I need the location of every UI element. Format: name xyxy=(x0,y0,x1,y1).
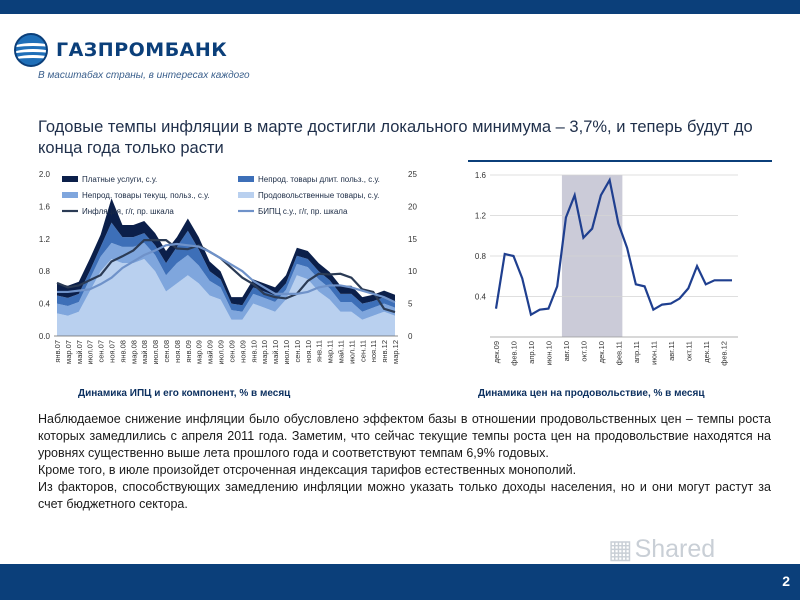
x-tick-label: дек.10 xyxy=(597,341,606,363)
area-series-2 xyxy=(57,242,395,320)
legend-swatch xyxy=(238,192,254,198)
x-tick-label: сен.07 xyxy=(97,340,106,363)
y-tick-label: 0.8 xyxy=(475,252,487,261)
legend-swatch xyxy=(62,192,78,198)
y-tick-label: 2.0 xyxy=(39,170,51,179)
x-tick-label: окт.10 xyxy=(579,341,588,362)
x-tick-label: фев.11 xyxy=(614,341,623,365)
x-tick-label: июл.08 xyxy=(151,340,160,364)
y-tick-label: 0.4 xyxy=(39,300,51,309)
x-tick-label: фев.10 xyxy=(509,341,518,366)
y-tick-label: 0.0 xyxy=(39,332,51,341)
x-tick-label: сен.09 xyxy=(227,340,236,363)
x-tick-label: мар.12 xyxy=(391,340,400,364)
legend-swatch xyxy=(238,176,254,182)
area-series-1 xyxy=(57,259,395,336)
line-series-1 xyxy=(56,238,396,314)
x-tick-label: мар.11 xyxy=(326,340,335,363)
x-tick-label: ноя.07 xyxy=(108,340,117,363)
x-tick-label: янв.09 xyxy=(184,340,193,363)
x-tick-label: фев.12 xyxy=(719,341,728,366)
x-tick-label: сен.11 xyxy=(358,340,367,362)
top-bar xyxy=(0,0,800,14)
x-tick-label: ноя.08 xyxy=(173,340,182,363)
x-tick-label: дек.11 xyxy=(702,341,711,363)
y2-tick-label: 5 xyxy=(408,300,413,309)
x-tick-label: мар.10 xyxy=(260,340,269,364)
y2-tick-label: 0 xyxy=(408,332,413,341)
y-tick-label: 1.6 xyxy=(39,202,51,211)
x-tick-label: июн.10 xyxy=(544,341,553,365)
brand-logo: ГАЗПРОМБАНК xyxy=(14,30,227,70)
x-tick-label: янв.10 xyxy=(249,340,258,363)
food-chart-caption: Динамика цен на продовольствие, % в меся… xyxy=(478,388,705,399)
legend-label: Продовольственные товары, с.у. xyxy=(258,191,379,200)
food-prices-chart: 0.4 0.8 1.2 1.6 дек.09 фев.10 апр.10 июн.10 авг.… xyxy=(475,171,738,366)
body-paragraph-2: Кроме того, в июле произойдет отсроченна… xyxy=(38,463,577,477)
brand-tagline: В масштабах страны, в интересах каждого xyxy=(38,70,250,81)
slide-headline: Годовые темпы инфляции в марте достигли … xyxy=(38,118,753,157)
x-tick-label: янв.12 xyxy=(380,340,389,363)
body-paragraph-1: Наблюдаемое снижение инфляции было обусл… xyxy=(38,412,771,460)
headline-rule xyxy=(468,160,772,162)
legend-label: БИПЦ с.у., г/г, пр. шкала xyxy=(258,207,348,216)
x-tick-label: окт.11 xyxy=(684,341,693,361)
x-tick-label: янв.07 xyxy=(53,340,62,363)
legend-label: Инфляция, г/г, пр. шкала xyxy=(82,207,174,216)
logo-globe-icon xyxy=(14,33,48,67)
y2-tick-label: 10 xyxy=(408,267,417,276)
brand-name: ГАЗПРОМБАНК xyxy=(56,39,228,61)
legend-label: Непрод. товары текущ. польз., с.у. xyxy=(82,191,210,200)
x-tick-label: май.07 xyxy=(75,340,84,364)
x-tick-label: янв.11 xyxy=(315,340,324,362)
x-tick-label: мар.08 xyxy=(129,340,138,364)
x-tick-label: сен.08 xyxy=(162,340,171,363)
x-tick-label: ноя.11 xyxy=(369,340,378,362)
y2-tick-label: 15 xyxy=(408,235,417,244)
x-tick-label: май.11 xyxy=(336,340,345,363)
y-tick-label: 0.4 xyxy=(475,293,487,302)
x-tick-label: май.08 xyxy=(140,340,149,364)
watermark: ▦ Shared xyxy=(608,534,715,565)
x-tick-label: апр.10 xyxy=(527,341,536,364)
body-paragraph-3: Из факторов, способствующих замедлению и… xyxy=(38,480,771,511)
x-tick-label: июл.11 xyxy=(347,340,356,364)
x-tick-label: июл.10 xyxy=(282,340,291,364)
presentation-icon: ▦ xyxy=(608,534,633,564)
page-number: 2 xyxy=(782,573,790,589)
body-text: Наблюдаемое снижение инфляции было обусл… xyxy=(38,411,771,513)
watermark-text: Shared xyxy=(634,535,716,563)
x-tick-label: янв.08 xyxy=(118,340,127,363)
line-series-2 xyxy=(57,242,396,304)
y-tick-label: 1.6 xyxy=(475,171,487,180)
y-tick-label: 1.2 xyxy=(475,212,487,221)
food-price-line xyxy=(494,176,732,317)
x-tick-label: дек.09 xyxy=(492,341,501,363)
x-tick-label: ноя.10 xyxy=(304,340,313,363)
x-tick-label: авг.10 xyxy=(562,341,571,361)
x-tick-label: апр.11 xyxy=(632,341,641,363)
x-tick-label: май.09 xyxy=(206,340,215,364)
x-tick-label: июн.11 xyxy=(649,341,658,365)
y-tick-label: 1.2 xyxy=(39,235,51,244)
y-tick-label: 0.8 xyxy=(39,267,51,276)
y2-tick-label: 25 xyxy=(408,170,417,179)
cpi-components-chart: 0.0 0.4 0.8 1.2 1.6 2.0 0 5 10 15 20 25 янв.07 мар.07… xyxy=(39,170,418,364)
x-tick-label: сен.10 xyxy=(293,340,302,363)
x-tick-label: ноя.09 xyxy=(238,340,247,363)
x-tick-label: мар.07 xyxy=(64,340,73,364)
area-series-3 xyxy=(57,222,395,312)
legend-swatch xyxy=(62,176,78,182)
legend-label: Непрод. товары длит. польз., с.у. xyxy=(258,175,380,184)
x-tick-label: авг.11 xyxy=(667,341,676,361)
legend-label: Платные услуги, с.у. xyxy=(82,175,157,184)
x-tick-label: июл.07 xyxy=(86,340,95,364)
bottom-bar: 2 xyxy=(0,564,800,600)
x-tick-label: май.10 xyxy=(271,340,280,364)
x-tick-label: мар.09 xyxy=(195,340,204,364)
area-series-4 xyxy=(57,198,395,306)
x-tick-label: июл.09 xyxy=(217,340,226,364)
cpi-chart-caption: Динамика ИПЦ и его компонент, % в месяц xyxy=(78,388,291,399)
y2-tick-label: 20 xyxy=(408,202,417,211)
